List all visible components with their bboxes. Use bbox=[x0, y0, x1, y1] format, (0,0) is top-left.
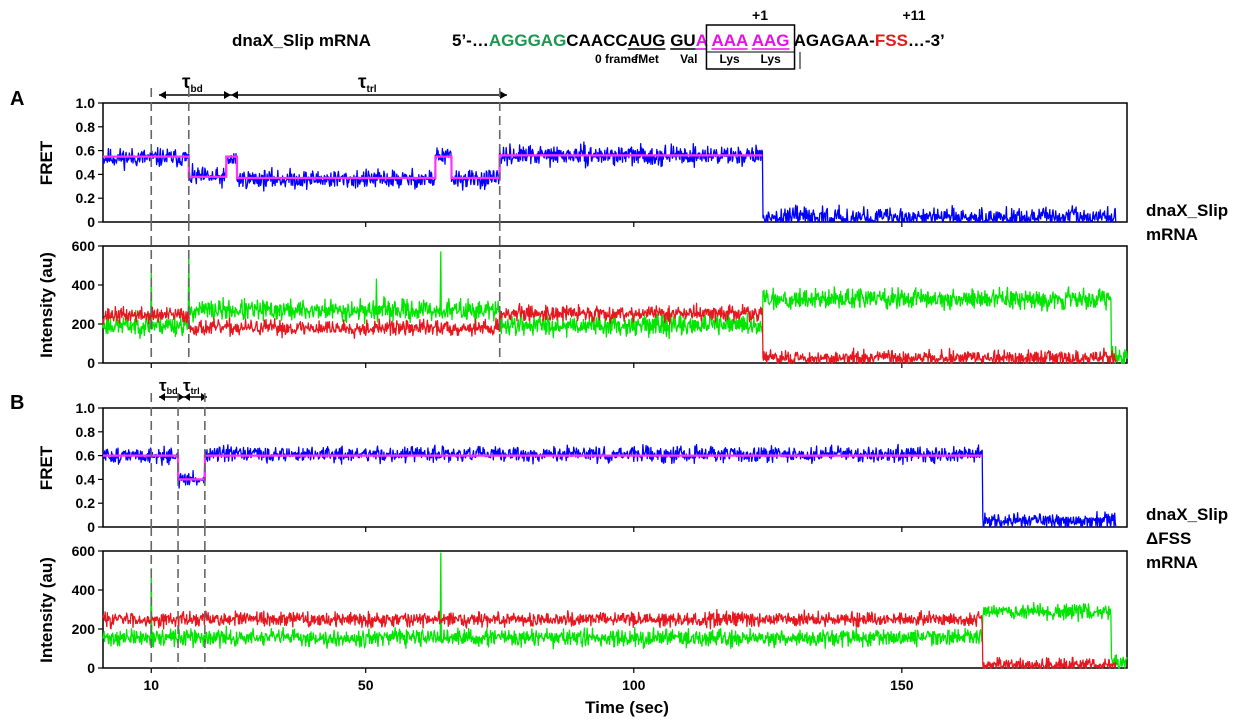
panel-label-a: A bbox=[10, 88, 24, 110]
donor-intensity-trace bbox=[102, 251, 1128, 364]
codon-label-val: Val bbox=[680, 52, 697, 66]
y-tick-label: 0 bbox=[87, 660, 95, 676]
right-label-a-line1: dnaX_Slip bbox=[1146, 201, 1228, 220]
y-tick-label: 400 bbox=[72, 277, 96, 293]
seq-part-5: GU bbox=[670, 31, 696, 50]
frame-label: 0 frame: bbox=[595, 52, 642, 66]
codon-label-fmet: fMet bbox=[634, 52, 659, 66]
fret-trace bbox=[102, 141, 1117, 223]
position-plus-1: +1 bbox=[752, 7, 768, 23]
y-tick-label: 0 bbox=[87, 519, 95, 535]
y-tick-label: 0.8 bbox=[76, 424, 96, 440]
y-tick-label: 600 bbox=[72, 238, 96, 254]
ylabel-fret-b: FRET bbox=[37, 445, 56, 490]
seq-part-1: AGGGAG bbox=[489, 31, 566, 50]
tau-bd-label-b: τbd bbox=[159, 376, 178, 396]
right-label-b-line1: dnaX_Slip bbox=[1146, 505, 1228, 524]
seq-part-10: AAG bbox=[752, 31, 790, 50]
seq-part-8: AAA bbox=[711, 31, 748, 50]
tau-trl-arrowheads-b bbox=[184, 393, 207, 401]
y-tick-label: 0.4 bbox=[76, 166, 96, 182]
tau-trl-label-b: τtrl bbox=[183, 376, 200, 396]
y-tick-label: 0.8 bbox=[76, 119, 96, 135]
seq-part-2: CAACC bbox=[566, 31, 627, 50]
y-tick-label: 600 bbox=[72, 543, 96, 559]
y-tick-label: 0.6 bbox=[76, 143, 96, 159]
tau-trl-label-a: τtrl bbox=[358, 72, 377, 95]
seq-part-3: AUG bbox=[628, 31, 666, 50]
seq-part-11: AGAGAA- bbox=[790, 31, 875, 50]
ylabel-fret-a: FRET bbox=[37, 140, 56, 185]
seq-part-0: 5’-… bbox=[452, 31, 489, 50]
x-tick-label: 10 bbox=[143, 677, 159, 693]
panel-label-b: B bbox=[10, 392, 24, 414]
right-label-b-line2: ΔFSS bbox=[1146, 529, 1191, 548]
y-tick-label: 0.6 bbox=[76, 448, 96, 464]
panel-b-intensity: 0 200 400 600 10 50 100 150 bbox=[72, 527, 1128, 693]
tau-bd-arrowheads-b bbox=[159, 393, 184, 401]
y-tick-label: 0 bbox=[87, 355, 95, 371]
y-tick-label: 200 bbox=[72, 316, 96, 332]
plot-frame bbox=[102, 407, 1128, 528]
y-tick-label: 200 bbox=[72, 621, 96, 637]
mrna-title: dnaX_Slip mRNA bbox=[232, 31, 371, 50]
x-tick-label: 50 bbox=[358, 677, 374, 693]
ylabel-intensity-a: Intensity (au) bbox=[37, 252, 56, 358]
fret-fit-line bbox=[103, 454, 983, 481]
acceptor-intensity-trace bbox=[102, 302, 1117, 364]
seq-part-6: A bbox=[696, 31, 708, 50]
panel-a-intensity: 0 200 400 600 bbox=[72, 222, 1128, 371]
acceptor-intensity-trace bbox=[102, 609, 1117, 669]
panel-b-fret: 0 0.2 0.4 0.6 0.8 1.0 bbox=[76, 393, 1128, 535]
right-label-a-line2: mRNA bbox=[1146, 225, 1198, 244]
tau-bd-label-a: τbd bbox=[182, 72, 203, 95]
y-tick-label: 0.4 bbox=[76, 471, 96, 487]
plot-frame bbox=[102, 550, 1128, 669]
tau-annotations-b: τbd τtrl bbox=[159, 376, 207, 401]
position-plus-11: +11 bbox=[903, 7, 926, 23]
mrna-sequence: 5’-…AGGGAGCAACCAUG GUA AAA AAG AGAGAA-FS… bbox=[452, 31, 945, 50]
seq-part-13: …-3’ bbox=[908, 31, 945, 50]
y-tick-label: 400 bbox=[72, 582, 96, 598]
right-label-b-line3: mRNA bbox=[1146, 553, 1198, 572]
panel-a-fret: 0 0.2 0.4 0.6 0.8 1.0 bbox=[76, 88, 1128, 230]
y-tick-label: 0.2 bbox=[76, 495, 96, 511]
y-tick-label: 1.0 bbox=[76, 400, 96, 416]
y-tick-label: 0.2 bbox=[76, 190, 96, 206]
xlabel-time: Time (sec) bbox=[585, 698, 669, 717]
tau-annotations-a: τbd τtrl bbox=[159, 72, 507, 99]
lys-codon-box bbox=[705, 24, 796, 70]
x-tick-label: 150 bbox=[890, 677, 914, 693]
fret-fit-line bbox=[103, 154, 763, 180]
ylabel-intensity-b: Intensity (au) bbox=[37, 557, 56, 663]
seq-part-12: FSS bbox=[875, 31, 908, 50]
y-tick-label: 0 bbox=[87, 214, 95, 230]
y-tick-label: 1.0 bbox=[76, 95, 96, 111]
codon-label-lys-1: Lys bbox=[719, 52, 740, 66]
donor-intensity-trace bbox=[102, 552, 1128, 669]
codon-label-lys-2: Lys bbox=[761, 52, 782, 66]
x-tick-label: 100 bbox=[622, 677, 646, 693]
